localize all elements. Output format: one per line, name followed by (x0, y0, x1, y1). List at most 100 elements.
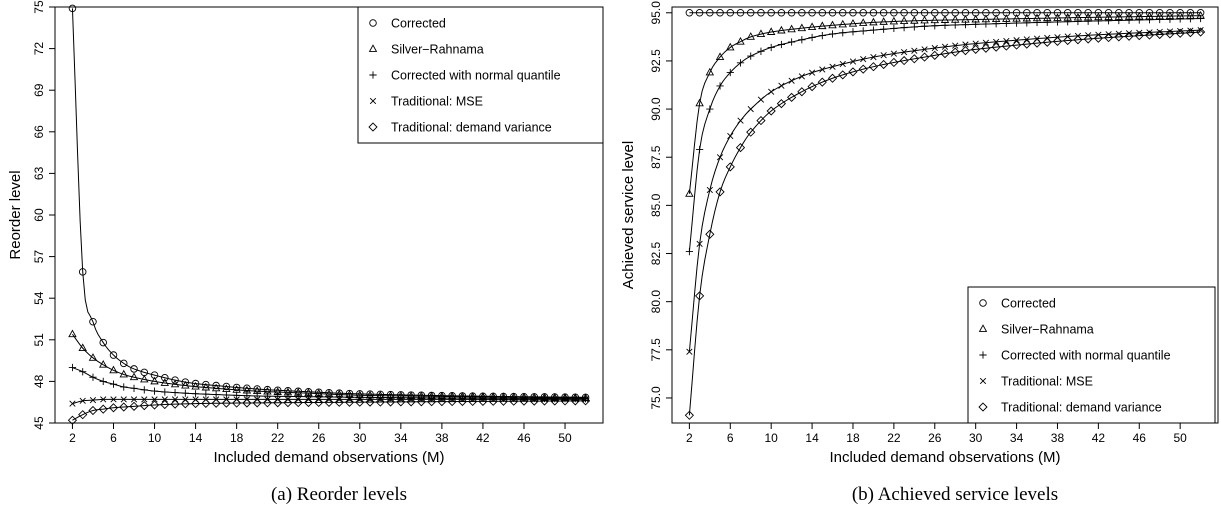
data-point (900, 49, 908, 56)
data-point (161, 373, 169, 382)
data-point (869, 17, 878, 26)
data-point (396, 397, 406, 407)
x-tick-label: 42 (1092, 431, 1106, 445)
data-point (879, 59, 889, 70)
data-point (212, 390, 220, 399)
data-point (859, 27, 867, 35)
data-point (202, 390, 210, 398)
data-point (1135, 9, 1144, 17)
data-point (119, 369, 128, 378)
y-tick-label: 57 (32, 250, 46, 264)
data-point (233, 391, 241, 399)
data-point (171, 376, 179, 384)
data-point (756, 115, 766, 126)
data-point (232, 383, 241, 392)
data-point (1144, 30, 1155, 40)
y-tick-label: 51 (32, 333, 46, 347)
y-tick-label: 80.0 (649, 290, 663, 314)
data-point (931, 44, 938, 52)
legend-box (357, 6, 604, 144)
data-point (778, 82, 785, 89)
x-tick-label: 22 (271, 431, 285, 445)
data-point (1196, 14, 1205, 23)
x-tick-label: 38 (1051, 431, 1065, 445)
series-diamond (684, 27, 1206, 420)
data-point (757, 96, 765, 103)
data-point (161, 396, 168, 403)
data-point (211, 383, 221, 392)
data-point (385, 397, 396, 407)
legend-marker (368, 44, 378, 52)
data-point (1074, 9, 1082, 17)
data-point (819, 66, 826, 73)
series-triangle (685, 10, 1205, 197)
data-point (1104, 17, 1113, 25)
data-point (1022, 39, 1032, 49)
legend-marker (369, 71, 377, 79)
data-point (284, 396, 292, 403)
x-axis-label: Included demand observations (M) (830, 449, 1061, 466)
data-point (920, 22, 929, 30)
data-point (78, 410, 88, 420)
data-point (746, 9, 755, 17)
data-point (817, 77, 827, 87)
data-point (838, 70, 848, 80)
data-point (746, 127, 756, 137)
data-point (941, 43, 949, 50)
y-axis-label: Achieved service level (620, 141, 637, 289)
x-tick-label: 18 (230, 431, 244, 445)
data-point (99, 360, 108, 368)
data-point (447, 396, 457, 407)
data-point (960, 46, 971, 56)
legend-marker (978, 402, 988, 412)
y-tick-label: 77.5 (649, 338, 663, 362)
data-point (356, 396, 363, 403)
data-point (89, 396, 97, 404)
y-tick-label: 92.5 (649, 49, 663, 73)
x-tick-label: 46 (1133, 431, 1147, 445)
data-point (1084, 9, 1092, 17)
data-point (797, 23, 807, 32)
data-point (130, 365, 138, 373)
data-point (1011, 40, 1022, 50)
data-point (109, 380, 118, 388)
series-line (688, 15, 1201, 194)
x-tick-label: 22 (887, 431, 901, 445)
data-point (222, 382, 231, 391)
data-point (1186, 15, 1195, 23)
data-point (69, 400, 76, 407)
data-point (1094, 9, 1103, 17)
data-point (737, 117, 744, 124)
data-point (457, 396, 468, 407)
data-point (818, 21, 827, 30)
data-point (940, 15, 950, 23)
data-point (818, 9, 827, 17)
legend-marker (978, 324, 988, 332)
data-point (437, 397, 447, 407)
x-tick-label: 30 (353, 431, 367, 445)
data-point (685, 189, 694, 197)
data-point (787, 92, 797, 102)
x-tick-label: 14 (805, 431, 819, 445)
data-point (838, 19, 847, 28)
data-point (869, 26, 878, 34)
data-point (860, 56, 867, 63)
data-point (807, 22, 817, 31)
data-point (747, 52, 755, 60)
data-point (427, 397, 437, 407)
data-point (735, 142, 746, 153)
data-point (909, 54, 919, 64)
data-point (818, 31, 826, 40)
y-tick-label: 75.0 (649, 386, 663, 410)
data-point (890, 9, 898, 17)
data-point (1093, 33, 1103, 43)
data-point (686, 348, 693, 355)
data-point (727, 132, 734, 140)
data-point (1145, 16, 1154, 24)
data-point (140, 386, 148, 394)
data-point (1033, 9, 1041, 17)
panel-reorder-levels: 2 6 10 14 18 22 26 30 34 38 42 46 504548515457606366… (7, 0, 604, 505)
data-point (899, 16, 909, 25)
data-point (366, 396, 374, 403)
data-point (746, 32, 755, 40)
